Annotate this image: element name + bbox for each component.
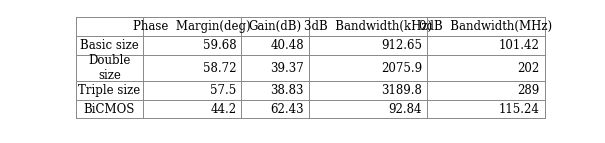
Text: Triple size: Triple size — [79, 84, 140, 97]
Text: Gain(dB): Gain(dB) — [249, 20, 301, 33]
Text: 62.43: 62.43 — [270, 103, 304, 116]
Text: 3189.8: 3189.8 — [381, 84, 422, 97]
Text: 912.65: 912.65 — [381, 39, 422, 52]
Text: Double
size: Double size — [88, 54, 131, 82]
Text: 289: 289 — [517, 84, 540, 97]
Text: 59.68: 59.68 — [203, 39, 237, 52]
Text: 38.83: 38.83 — [270, 84, 304, 97]
Text: 0dB  Bandwidth(MHz): 0dB Bandwidth(MHz) — [419, 20, 552, 33]
Text: 58.72: 58.72 — [203, 62, 237, 75]
Text: 40.48: 40.48 — [270, 39, 304, 52]
Text: 115.24: 115.24 — [499, 103, 540, 116]
Text: 101.42: 101.42 — [499, 39, 540, 52]
Text: BiCMOS: BiCMOS — [83, 103, 135, 116]
Text: 44.2: 44.2 — [211, 103, 237, 116]
Text: 3dB  Bandwidth(kHz): 3dB Bandwidth(kHz) — [304, 20, 432, 33]
Text: 39.37: 39.37 — [270, 62, 304, 75]
Text: 202: 202 — [517, 62, 540, 75]
Text: 2075.9: 2075.9 — [381, 62, 422, 75]
Text: Phase  Margin(deg): Phase Margin(deg) — [134, 20, 251, 33]
Text: 57.5: 57.5 — [210, 84, 237, 97]
Text: Basic size: Basic size — [80, 39, 139, 52]
Text: 92.84: 92.84 — [388, 103, 422, 116]
